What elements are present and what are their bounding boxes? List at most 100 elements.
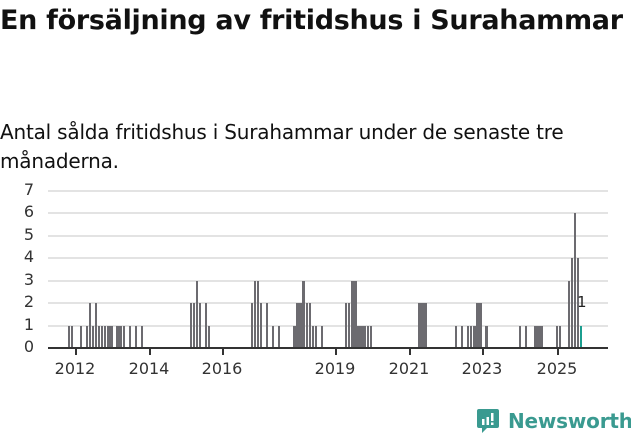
chart-title: En försäljning av fritidshus i Surahamma… bbox=[0, 5, 623, 36]
bar bbox=[537, 325, 540, 348]
x-tick-label: 2012 bbox=[54, 359, 96, 378]
y-tick-label: 3 bbox=[23, 270, 34, 289]
bar bbox=[198, 303, 201, 348]
gridline bbox=[48, 302, 608, 304]
bar bbox=[88, 303, 92, 348]
bar bbox=[519, 325, 522, 348]
bar bbox=[357, 325, 360, 348]
bar bbox=[305, 303, 308, 348]
bar bbox=[110, 325, 113, 348]
bar bbox=[278, 325, 281, 348]
bar bbox=[98, 325, 101, 348]
bar bbox=[555, 325, 558, 348]
bar bbox=[116, 325, 119, 348]
bar bbox=[253, 280, 256, 348]
x-tick-label: 2021 bbox=[388, 359, 430, 378]
bar bbox=[299, 303, 302, 348]
x-tick-label: 2025 bbox=[536, 359, 578, 378]
bar bbox=[421, 303, 424, 348]
gridline bbox=[48, 280, 608, 282]
bar bbox=[467, 325, 470, 348]
bar bbox=[204, 303, 208, 348]
bar bbox=[70, 325, 73, 348]
newsworthy-brand[interactable]: Newsworthy bbox=[476, 408, 631, 434]
chart-subtitle: Antal sålda fritidshus i Surahammar unde… bbox=[0, 120, 564, 173]
y-tick-label: 0 bbox=[23, 337, 34, 356]
gridline bbox=[48, 257, 608, 259]
latest-value-annotation: 1 bbox=[577, 292, 587, 311]
bar bbox=[250, 303, 253, 348]
bar bbox=[104, 325, 107, 348]
bar bbox=[558, 325, 561, 348]
bar bbox=[140, 325, 144, 348]
bar bbox=[271, 325, 275, 348]
x-tick-label: 2023 bbox=[461, 359, 503, 378]
bar bbox=[101, 325, 104, 348]
brand-name: Newsworthy bbox=[508, 409, 631, 433]
bar-chart: 7 6 5 4 3 2 1 0 2012 2014 2016 2019 2021 2023… bbox=[0, 180, 631, 390]
bar bbox=[259, 303, 262, 348]
bar bbox=[189, 303, 192, 348]
x-tick bbox=[222, 349, 224, 355]
bar bbox=[195, 280, 198, 348]
bar bbox=[265, 303, 269, 348]
gridline bbox=[48, 235, 608, 237]
x-tick bbox=[335, 349, 337, 355]
y-tick-label: 6 bbox=[23, 202, 34, 221]
gridline bbox=[48, 212, 608, 214]
bar bbox=[485, 325, 488, 348]
x-tick-label: 2014 bbox=[128, 359, 170, 378]
bar bbox=[369, 325, 372, 348]
x-axis bbox=[48, 347, 608, 349]
bar bbox=[567, 280, 571, 348]
bar bbox=[454, 325, 458, 348]
bar bbox=[128, 325, 131, 348]
bar bbox=[354, 280, 357, 348]
y-tick-label: 1 bbox=[23, 315, 34, 334]
bar bbox=[107, 325, 110, 348]
bar bbox=[314, 325, 317, 348]
x-tick bbox=[149, 349, 151, 355]
bar bbox=[418, 303, 421, 348]
bar bbox=[461, 325, 464, 348]
gridline bbox=[48, 190, 608, 192]
bar bbox=[134, 325, 137, 348]
bar bbox=[534, 325, 537, 348]
x-tick-label: 2019 bbox=[314, 359, 356, 378]
bar bbox=[296, 303, 299, 348]
bar bbox=[256, 280, 259, 348]
bar bbox=[351, 280, 354, 348]
bar bbox=[470, 325, 473, 348]
bar bbox=[345, 303, 348, 348]
bar bbox=[302, 280, 305, 348]
bar bbox=[525, 325, 528, 348]
gridline bbox=[48, 325, 608, 327]
x-tick bbox=[557, 349, 559, 355]
latest-bar bbox=[580, 325, 583, 348]
bar bbox=[311, 325, 314, 348]
bar bbox=[424, 303, 427, 348]
x-tick bbox=[482, 349, 484, 355]
newsworthy-logo-icon bbox=[477, 409, 499, 433]
y-tick-label: 5 bbox=[23, 225, 34, 244]
bar bbox=[473, 325, 476, 348]
bar bbox=[308, 303, 311, 348]
bar bbox=[79, 325, 83, 348]
bar bbox=[360, 325, 363, 348]
y-tick-label: 7 bbox=[23, 180, 34, 199]
bar bbox=[570, 258, 574, 348]
bar bbox=[92, 325, 95, 348]
bar bbox=[366, 325, 369, 348]
bar bbox=[573, 213, 577, 348]
bar bbox=[119, 325, 122, 348]
bar bbox=[363, 325, 366, 348]
x-tick bbox=[409, 349, 411, 355]
bar bbox=[85, 325, 89, 348]
bar bbox=[348, 303, 351, 348]
bar bbox=[122, 325, 125, 348]
x-tick-label: 2016 bbox=[201, 359, 243, 378]
bar bbox=[192, 303, 195, 348]
bar bbox=[67, 325, 70, 348]
bar bbox=[576, 258, 580, 348]
bar bbox=[207, 325, 211, 348]
